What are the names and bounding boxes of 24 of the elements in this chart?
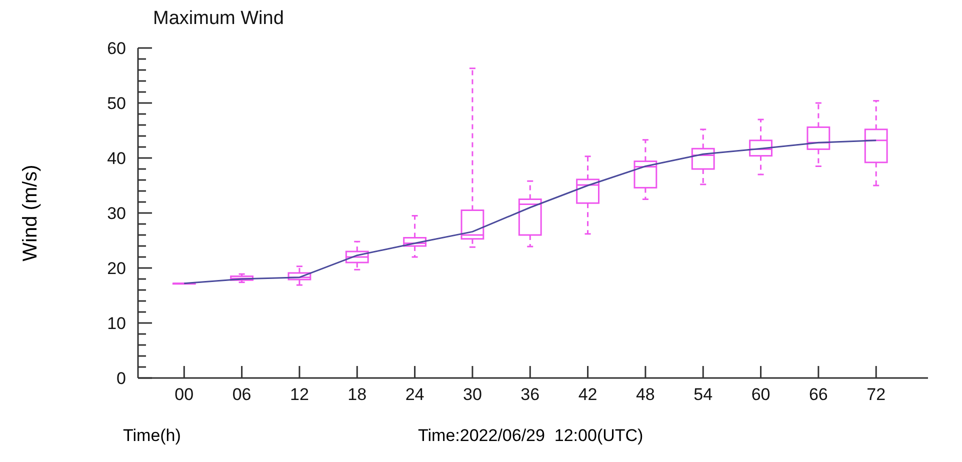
x-tick-label: 54 [694,385,713,404]
x-tick-label: 30 [462,385,482,404]
x-tick-label: 36 [520,385,540,404]
y-tick-label: 50 [107,94,126,113]
text: Time:2022/06/29 12:00(UTC) [418,426,644,446]
y-tick-label: 0 [116,369,126,388]
x-axis-title: Time(h) [123,426,181,446]
x-tick-label: 18 [348,385,367,404]
x-tick-label: 06 [232,385,252,404]
chart-title: Maximum Wind [153,8,284,30]
x-tick-label: 12 [290,385,309,404]
y-tick-label: 30 [107,204,126,223]
x-tick-label: 48 [636,385,655,404]
x-tick-label: 66 [808,385,828,404]
x-tick-label: 24 [405,385,424,404]
y-axis-title: Wind (m/s) [20,164,42,262]
x-tick-label: 00 [174,385,194,404]
y-tick-label: 40 [107,149,126,168]
x-tick-label: 42 [578,385,598,404]
x-tick-label: 60 [751,385,770,404]
y-tick-label: 10 [107,314,126,333]
x-tick-label: 72 [866,385,886,404]
y-tick-label: 60 [107,39,126,58]
y-tick-label: 20 [107,259,126,278]
